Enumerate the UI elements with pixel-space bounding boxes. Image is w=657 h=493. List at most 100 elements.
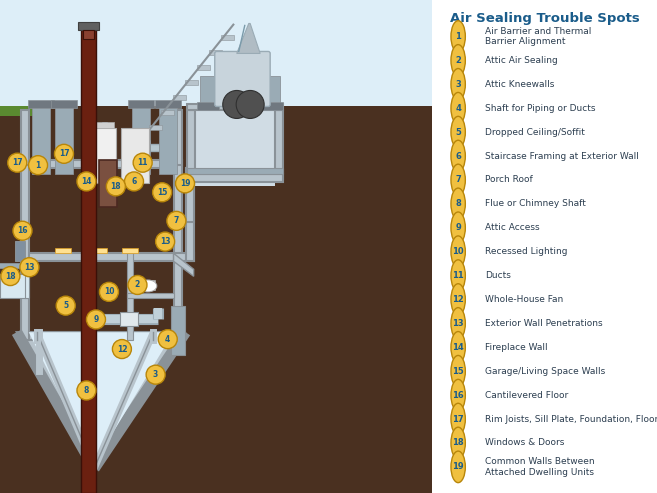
Bar [96, 122, 114, 129]
Bar [81, 30, 96, 493]
Text: Exterior Wall Penetrations: Exterior Wall Penetrations [485, 319, 602, 328]
Text: 13: 13 [452, 319, 464, 328]
Bar [185, 80, 198, 85]
Bar [21, 160, 181, 168]
Text: Ducts: Ducts [485, 271, 511, 280]
Bar [149, 125, 162, 130]
Circle shape [77, 172, 96, 191]
Circle shape [451, 140, 465, 172]
Text: Flue or Chimney Shaft: Flue or Chimney Shaft [485, 199, 586, 209]
Text: 9: 9 [93, 315, 99, 324]
Text: Fireplace Wall: Fireplace Wall [485, 343, 548, 352]
Bar [159, 105, 177, 174]
Bar [197, 65, 210, 70]
Bar [261, 103, 283, 110]
Bar [122, 248, 138, 253]
Circle shape [109, 178, 114, 183]
Polygon shape [173, 253, 194, 276]
Text: 12: 12 [452, 295, 464, 304]
Text: 5: 5 [63, 301, 68, 310]
Text: 13: 13 [160, 237, 170, 246]
Bar [21, 110, 29, 165]
Text: Air Barrier and Thermal
Barrier Alignment: Air Barrier and Thermal Barrier Alignmen… [485, 27, 591, 46]
Circle shape [1, 267, 20, 285]
Text: Garage/Living Space Walls: Garage/Living Space Walls [485, 367, 605, 376]
Circle shape [99, 282, 118, 301]
Text: 10: 10 [104, 287, 114, 296]
Text: 8: 8 [455, 199, 461, 209]
Bar [128, 101, 154, 108]
Text: Porch Roof: Porch Roof [485, 176, 533, 184]
Text: 19: 19 [452, 462, 464, 471]
Circle shape [451, 403, 465, 435]
Bar [275, 110, 283, 179]
Text: 11: 11 [452, 271, 464, 280]
Text: Dropped Ceiling/Soffit: Dropped Ceiling/Soffit [485, 128, 585, 137]
Circle shape [223, 90, 251, 118]
Bar [221, 35, 235, 39]
Bar [0, 106, 432, 493]
Bar [171, 306, 185, 355]
Text: 10: 10 [452, 247, 464, 256]
Bar [141, 280, 155, 290]
Bar [122, 129, 149, 183]
Bar [186, 168, 194, 261]
Text: Rim Joists, Sill Plate, Foundation, Floor: Rim Joists, Sill Plate, Foundation, Floo… [485, 415, 657, 423]
Bar [132, 105, 150, 174]
Text: 18: 18 [452, 438, 464, 448]
Circle shape [451, 451, 465, 483]
Bar [0, 106, 43, 116]
Circle shape [451, 260, 465, 291]
Text: Attic Kneewalls: Attic Kneewalls [485, 80, 555, 89]
Circle shape [13, 221, 32, 240]
Circle shape [128, 276, 147, 294]
Text: 18: 18 [110, 182, 121, 191]
Circle shape [106, 177, 125, 196]
Circle shape [451, 93, 465, 124]
Circle shape [451, 116, 465, 148]
Circle shape [451, 331, 465, 363]
Bar [55, 105, 74, 174]
Bar [162, 109, 174, 114]
Circle shape [167, 211, 186, 230]
Bar [200, 76, 215, 106]
Circle shape [158, 330, 177, 349]
Bar [125, 155, 139, 160]
Circle shape [146, 365, 165, 384]
Circle shape [451, 21, 465, 52]
Text: Recessed Lighting: Recessed Lighting [485, 247, 568, 256]
Text: 17: 17 [58, 149, 69, 158]
Text: Whole-House Fan: Whole-House Fan [485, 295, 563, 304]
Circle shape [451, 212, 465, 244]
Circle shape [125, 172, 143, 191]
Circle shape [451, 380, 465, 411]
Text: 11: 11 [137, 158, 148, 167]
Circle shape [451, 283, 465, 316]
Bar [210, 50, 222, 55]
Bar [229, 103, 252, 110]
Text: 17: 17 [12, 158, 22, 167]
Text: 17: 17 [452, 415, 464, 423]
Bar [78, 22, 99, 30]
Circle shape [451, 427, 465, 458]
Circle shape [77, 381, 96, 400]
Bar [187, 105, 283, 110]
Text: 9: 9 [455, 223, 461, 232]
Circle shape [156, 232, 175, 251]
Circle shape [451, 164, 465, 196]
Circle shape [55, 144, 74, 163]
Text: 6: 6 [131, 177, 137, 186]
Bar [99, 160, 117, 207]
Bar [263, 76, 280, 106]
Circle shape [451, 188, 465, 220]
Bar [187, 169, 283, 175]
Bar [55, 248, 71, 253]
Text: Staircase Framing at Exterior Wall: Staircase Framing at Exterior Wall [485, 151, 639, 161]
Text: 7: 7 [173, 216, 179, 225]
Bar [173, 110, 181, 165]
Bar [196, 103, 219, 110]
Text: 14: 14 [452, 343, 464, 352]
Text: 15: 15 [157, 188, 168, 197]
Text: 5: 5 [455, 128, 461, 137]
Text: 16: 16 [452, 390, 464, 400]
